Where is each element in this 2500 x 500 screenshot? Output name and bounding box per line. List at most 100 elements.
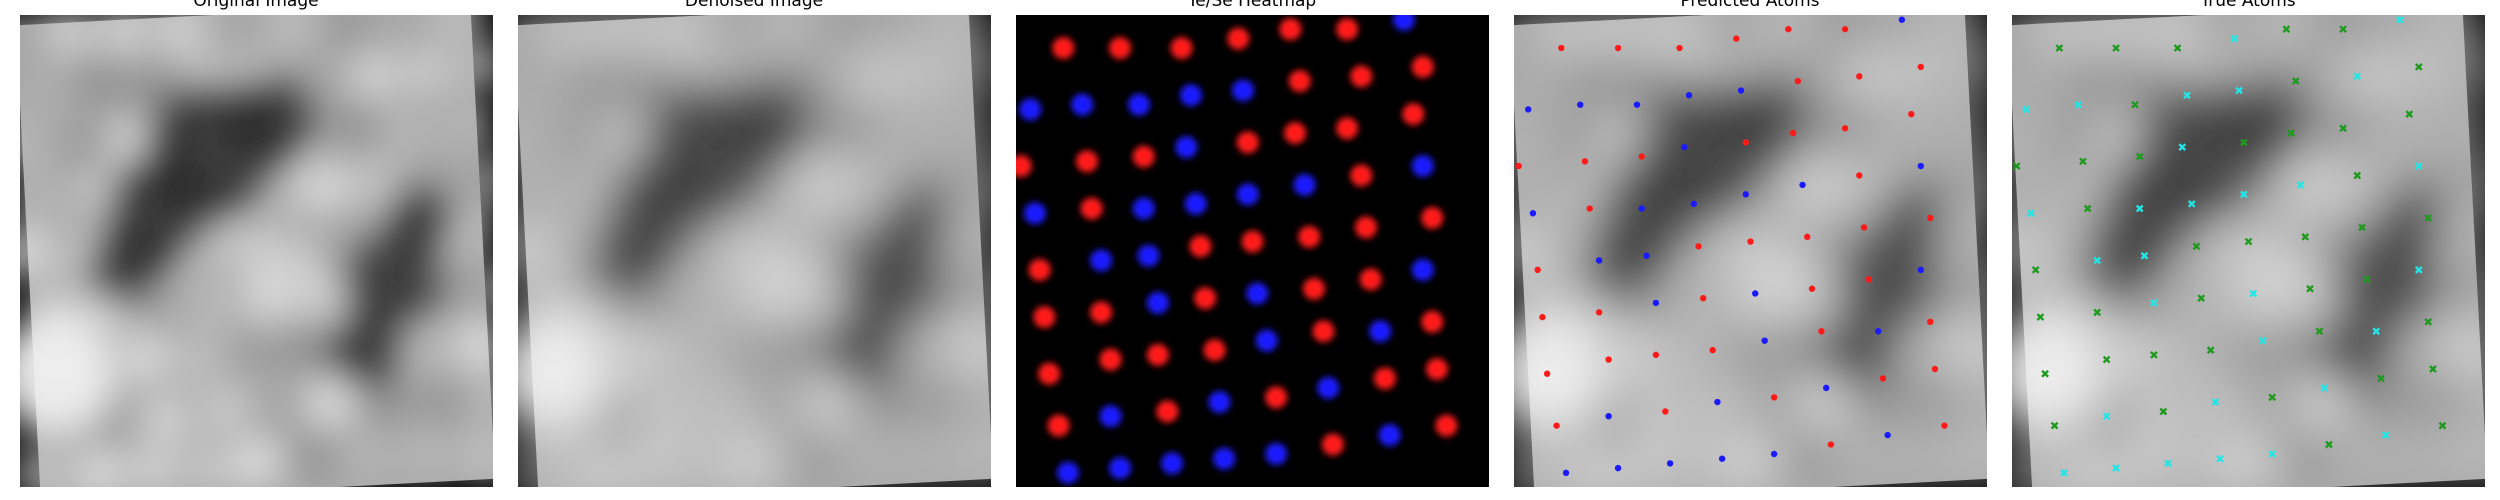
predicted-se-atom (1529, 210, 1537, 217)
true-se-marker (2074, 100, 2083, 109)
predicted-se-atom (1718, 455, 1726, 462)
heatmap-blob-core (1408, 109, 1419, 120)
predicted-te-atom (1553, 422, 1560, 429)
heatmap-blob-core (1323, 382, 1334, 393)
predicted-se-atom (1770, 450, 1778, 458)
heatmap-blob-core (1190, 198, 1201, 209)
predicted-te-atom (1700, 295, 1707, 302)
true-se-marker (2112, 464, 2120, 472)
true-te-marker (2282, 25, 2291, 34)
true-te-marker (2405, 110, 2414, 118)
true-se-marker (2135, 204, 2144, 213)
true-se-marker (2027, 209, 2035, 218)
predicted-se-atom (1917, 162, 1924, 170)
true-se-marker (2414, 266, 2423, 274)
predicted-te-atom (1605, 356, 1612, 363)
true-te-marker (2173, 44, 2182, 52)
predicted-se-atom (1822, 384, 1830, 392)
heatmap-blob-core (1152, 349, 1163, 360)
true-te-marker (2055, 44, 2064, 52)
heatmap-blob-core (1285, 24, 1296, 35)
true-te-marker (2353, 171, 2362, 180)
true-se-marker (2102, 412, 2111, 421)
true-te-marker (2424, 214, 2433, 222)
predicted-te-atom (1841, 25, 1849, 33)
heatmap-blob-core (1427, 212, 1438, 223)
true-te-marker (2287, 129, 2295, 137)
predicted-te-atom (1595, 309, 1603, 316)
true-te-marker (2192, 242, 2201, 251)
panel-title-denoised: Denoised Image (685, 0, 823, 11)
true-se-marker (2381, 431, 2390, 439)
predicted-se-atom (1666, 460, 1674, 467)
predicted-se-atom (1633, 101, 1641, 108)
heatmap-blob-core (1115, 463, 1126, 474)
heatmap-blob-core (1034, 264, 1045, 275)
heatmap-blob-core (1261, 335, 1272, 346)
heatmap-blob-core (1044, 368, 1055, 379)
predicted-te-atom (1841, 125, 1849, 132)
heatmap-blob-core (1176, 43, 1187, 54)
true-te-marker (2429, 365, 2437, 373)
true-background-texture (2012, 15, 2485, 487)
heatmap-blob-core (1252, 288, 1263, 299)
true-se-marker (2414, 162, 2423, 170)
heatmap-blob-core (1365, 274, 1376, 285)
true-te-marker (2339, 25, 2347, 34)
true-te-marker (2012, 162, 2021, 170)
true-se-marker (2239, 190, 2248, 199)
predicted-te-atom (1794, 77, 1802, 85)
predicted-te-atom (1709, 346, 1716, 354)
true-se-marker (2150, 299, 2158, 307)
heatmap-blob-core (1195, 241, 1206, 252)
true-se-marker (2216, 454, 2224, 463)
true-te-marker (2315, 327, 2324, 336)
predicted-te-atom (1917, 63, 1924, 71)
predicted-se-atom (1638, 205, 1645, 212)
heatmap-blob-core (1214, 397, 1225, 408)
heatmap-blob-core (1342, 123, 1353, 134)
predicted-te-atom (1941, 422, 1948, 429)
true-se-marker (2140, 251, 2149, 260)
true-te-marker (2362, 275, 2371, 284)
predicted-se-atom (1681, 143, 1688, 151)
predicted-te-atom (1931, 365, 1939, 373)
predicted-te-atom (1860, 224, 1868, 231)
true-te-marker (2159, 407, 2168, 416)
heatmap-blob-core (1133, 99, 1144, 110)
true-te-marker (2131, 100, 2139, 109)
true-se-marker (2093, 256, 2101, 265)
heatmap-blob-core (1318, 326, 1329, 337)
predicted-te-atom (1676, 44, 1683, 52)
true-se-marker (2164, 459, 2172, 468)
heatmap-blob-core (1039, 312, 1050, 323)
true-te-marker (2083, 204, 2092, 213)
panel-title-true: True Atoms (2199, 0, 2295, 11)
heatmap-blob-core (1063, 467, 1074, 478)
predicted-se-atom (1917, 266, 1924, 274)
predicted-te-atom (1785, 25, 1792, 33)
heatmap-blob-core (1025, 104, 1036, 115)
heatmap-blob-core (1167, 458, 1178, 469)
predicted-se-atom (1884, 431, 1891, 439)
predicted-se-atom (1742, 191, 1749, 198)
true-te-marker (2031, 266, 2040, 274)
heatmap-blob-core (1427, 316, 1438, 327)
heatmap-blob-core (1086, 203, 1097, 214)
true-te-marker (2036, 313, 2045, 321)
heatmap-blob-core (1233, 33, 1244, 44)
true-se-marker (2211, 398, 2220, 406)
heatmap-blob-core (1209, 345, 1220, 356)
heatmap-blob-core (1186, 90, 1197, 101)
heatmap-blob-core (1016, 161, 1026, 172)
original-image-panel (20, 15, 493, 487)
heatmap-blob-core (1431, 364, 1442, 374)
heatmap-blob-core (1294, 76, 1305, 87)
heatmap-blob-core (1200, 293, 1211, 304)
true-se-marker (2268, 450, 2276, 458)
predicted-te-atom (1586, 205, 1593, 212)
heatmap-blob-core (1417, 264, 1428, 275)
heatmap-blob-core (1375, 326, 1386, 337)
heatmap-blob-core (1342, 24, 1353, 35)
true-te-marker (2301, 232, 2310, 241)
